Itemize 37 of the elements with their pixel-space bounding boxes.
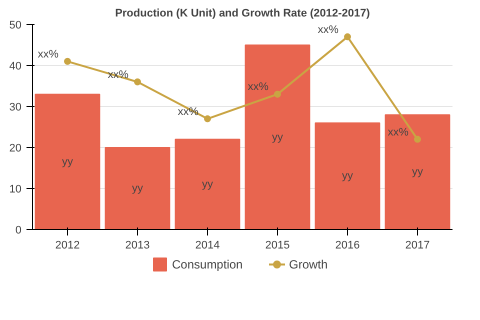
data-label: yy	[342, 170, 354, 182]
data-label: yy	[62, 156, 74, 168]
data-label: yy	[202, 178, 214, 190]
bar	[314, 122, 380, 230]
data-label: xx%	[38, 48, 59, 60]
x-tick-label: 2012	[55, 240, 80, 252]
point	[414, 136, 421, 143]
legend-label: Growth	[289, 258, 328, 272]
data-label: xx%	[388, 126, 409, 138]
y-tick-label: 20	[9, 142, 22, 154]
bar	[34, 94, 100, 230]
bar	[104, 147, 170, 230]
y-tick-label: 40	[9, 60, 22, 72]
legend-label: Consumption	[172, 258, 243, 272]
x-tick-label: 2013	[125, 240, 150, 252]
point	[344, 33, 351, 40]
data-label: yy	[132, 182, 144, 194]
bar	[174, 138, 240, 230]
data-label: yy	[272, 131, 284, 144]
bar	[384, 114, 450, 230]
data-label: xx%	[318, 24, 339, 36]
bar	[244, 44, 310, 230]
x-tick-label: 2015	[265, 240, 290, 252]
x-tick-label: 2016	[335, 240, 360, 252]
y-tick-label: 10	[9, 184, 22, 196]
point	[204, 115, 211, 122]
data-label: xx%	[248, 81, 269, 94]
point	[134, 78, 141, 86]
y-tick-label: 0	[15, 224, 22, 236]
point	[274, 90, 281, 98]
x-tick-label: 2017	[405, 240, 430, 252]
x-tick-label: 2014	[195, 240, 220, 252]
y-tick-label: 30	[9, 102, 22, 114]
point	[64, 58, 71, 65]
data-label: yy	[412, 166, 424, 178]
chart-title: Production (K Unit) and Growth Rate (2012-2017)	[115, 8, 370, 20]
y-tick-label: 50	[9, 20, 22, 32]
